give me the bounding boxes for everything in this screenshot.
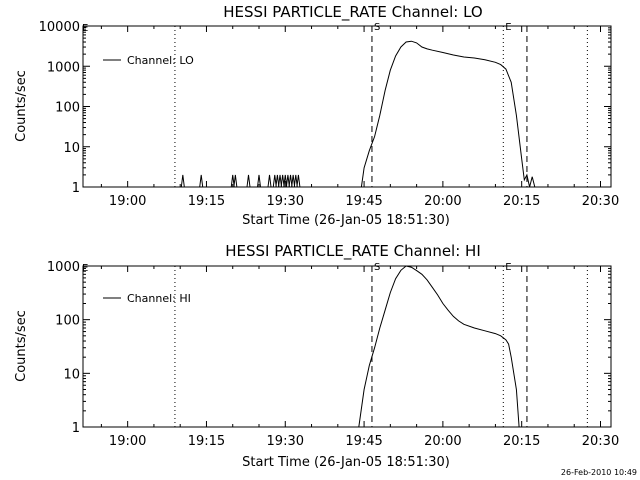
x-axis-label: Start Time (26-Jan-05 18:51:30)	[242, 213, 450, 228]
marker-label: S	[374, 262, 380, 273]
x-tick-label: 19:30	[267, 434, 304, 449]
marker-label: S	[374, 22, 380, 33]
chart-title: HESSI PARTICLE_RATE Channel: LO	[223, 3, 482, 22]
spike-mark	[288, 174, 293, 188]
x-tick-label: 19:15	[188, 194, 225, 209]
spike-mark	[230, 174, 235, 188]
panel-hi: HESSI PARTICLE_RATE Channel: HI Counts/s…	[14, 242, 619, 470]
plot-frame	[82, 265, 612, 428]
y-tick-label: 100	[55, 314, 80, 329]
marker-label: E	[505, 22, 511, 33]
spike-mark	[293, 174, 298, 188]
spike-mark	[275, 174, 280, 188]
y-tick-label: 10	[63, 141, 80, 156]
x-tick-label: 19:15	[188, 434, 225, 449]
x-tick-label: 19:00	[109, 434, 146, 449]
y-tick-label: 10000	[39, 20, 80, 35]
footer-timestamp: 26-Feb-2010 10:49	[561, 468, 637, 477]
spike-mark	[278, 174, 283, 188]
spike-mark	[296, 174, 301, 188]
x-tick-label: 19:00	[109, 194, 146, 209]
legend-entry: Channel: LO	[127, 54, 194, 67]
x-tick-label: 20:30	[582, 194, 619, 209]
y-tick-label: 10	[63, 367, 80, 382]
chart-title: HESSI PARTICLE_RATE Channel: HI	[225, 242, 481, 261]
spike-mark	[280, 174, 285, 188]
spike-mark	[285, 174, 290, 188]
series-line	[360, 40, 536, 188]
spike-mark	[283, 174, 288, 188]
spike-mark	[267, 174, 272, 188]
x-tick-label: 20:30	[582, 434, 619, 449]
legend-entry: Channel: HI	[127, 292, 191, 305]
x-tick-label: 20:15	[503, 194, 540, 209]
series-line	[358, 265, 520, 428]
spike-mark	[233, 174, 238, 188]
marker-label: E	[505, 262, 511, 273]
x-tick-label: 20:00	[424, 194, 461, 209]
y-tick-label: 1	[72, 421, 80, 436]
y-tick-label: 100	[55, 101, 80, 116]
y-tick-label: 1000	[47, 60, 80, 75]
x-tick-label: 19:45	[345, 194, 382, 209]
y-axis-label: Counts/sec	[14, 70, 29, 142]
spike-mark	[291, 174, 296, 188]
spike-mark	[257, 174, 261, 188]
spike-mark	[272, 174, 277, 188]
spike-mark	[180, 174, 185, 188]
x-tick-label: 20:00	[424, 434, 461, 449]
x-tick-label: 19:30	[267, 194, 304, 209]
panel-lo: HESSI PARTICLE_RATE Channel: LO Counts/s…	[14, 3, 619, 228]
x-tick-label: 20:15	[503, 434, 540, 449]
x-tick-label: 19:45	[345, 434, 382, 449]
spike-mark	[246, 174, 251, 188]
y-tick-label: 1	[72, 181, 80, 196]
x-axis-label: Start Time (26-Jan-05 18:51:30)	[242, 455, 450, 470]
plot-frame	[82, 25, 612, 188]
corner-mark: E	[82, 23, 88, 34]
y-axis-label: Counts/sec	[14, 310, 29, 382]
spike-mark	[199, 174, 204, 188]
y-tick-label: 1000	[47, 260, 80, 275]
